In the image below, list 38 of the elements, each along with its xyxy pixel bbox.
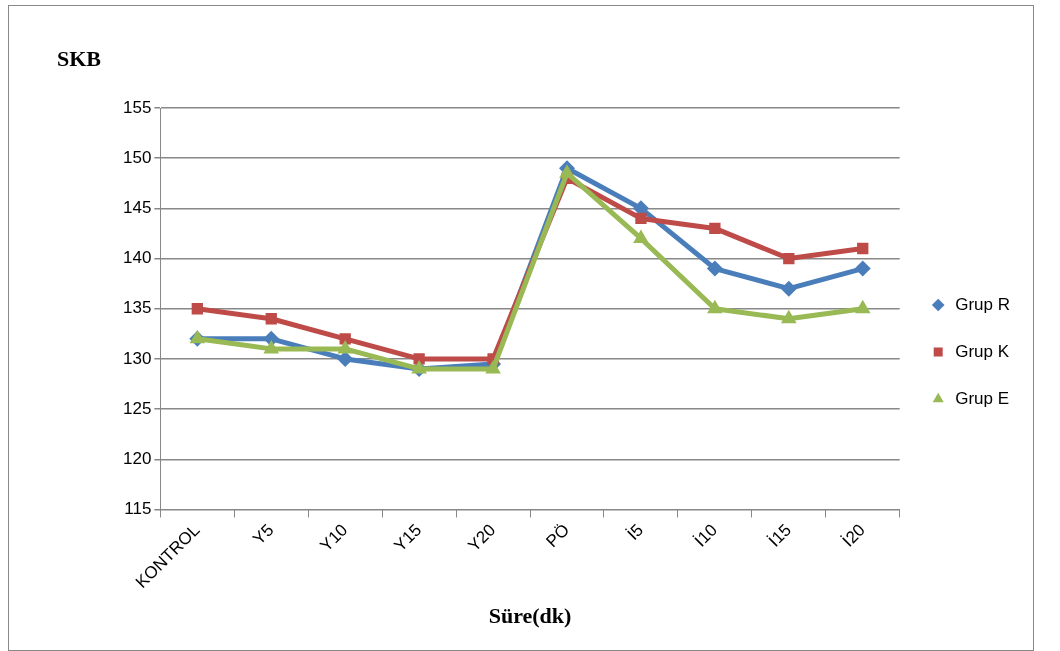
x-tick-label: İ20 — [838, 520, 869, 551]
point — [854, 260, 871, 277]
x-tick-label: İ15 — [764, 520, 795, 551]
x-tick-label: Y5 — [249, 520, 278, 549]
point — [857, 242, 869, 255]
point — [191, 303, 203, 315]
legend-label: Grup E — [955, 388, 1010, 408]
point — [783, 252, 795, 265]
y-tick-label: 135 — [122, 298, 152, 318]
point — [485, 359, 501, 374]
point — [854, 299, 871, 314]
x-tick-label: İ10 — [690, 520, 722, 551]
x-tick-label: İ5 — [623, 520, 648, 544]
legend-label: Grup R — [955, 294, 1010, 314]
x-tick-label: PÖ — [542, 520, 574, 552]
y-axis-title: SKB — [57, 45, 102, 71]
y-tick-label: 145 — [122, 198, 152, 218]
x-tick-label: Y15 — [390, 520, 426, 556]
point — [706, 260, 723, 277]
point — [709, 222, 721, 235]
y-tick-label: 115 — [124, 499, 152, 519]
y-tick-label: 120 — [122, 448, 152, 468]
y-tick-label: 150 — [122, 147, 152, 167]
x-tick-label: Y20 — [464, 520, 500, 556]
x-axis-title: Süre(dk) — [488, 602, 572, 628]
point — [781, 309, 797, 324]
y-tick-label: 155 — [122, 97, 152, 117]
point — [337, 339, 353, 354]
y-tick-label: 125 — [122, 398, 152, 418]
point — [780, 280, 797, 297]
y-tick-label: 140 — [122, 248, 152, 268]
point — [635, 212, 647, 225]
x-tick-label: Y10 — [316, 520, 352, 556]
legend-label: Grup K — [955, 341, 1010, 361]
point — [263, 339, 280, 354]
point — [707, 299, 723, 314]
point — [265, 313, 277, 325]
y-tick-label: 130 — [122, 348, 152, 368]
